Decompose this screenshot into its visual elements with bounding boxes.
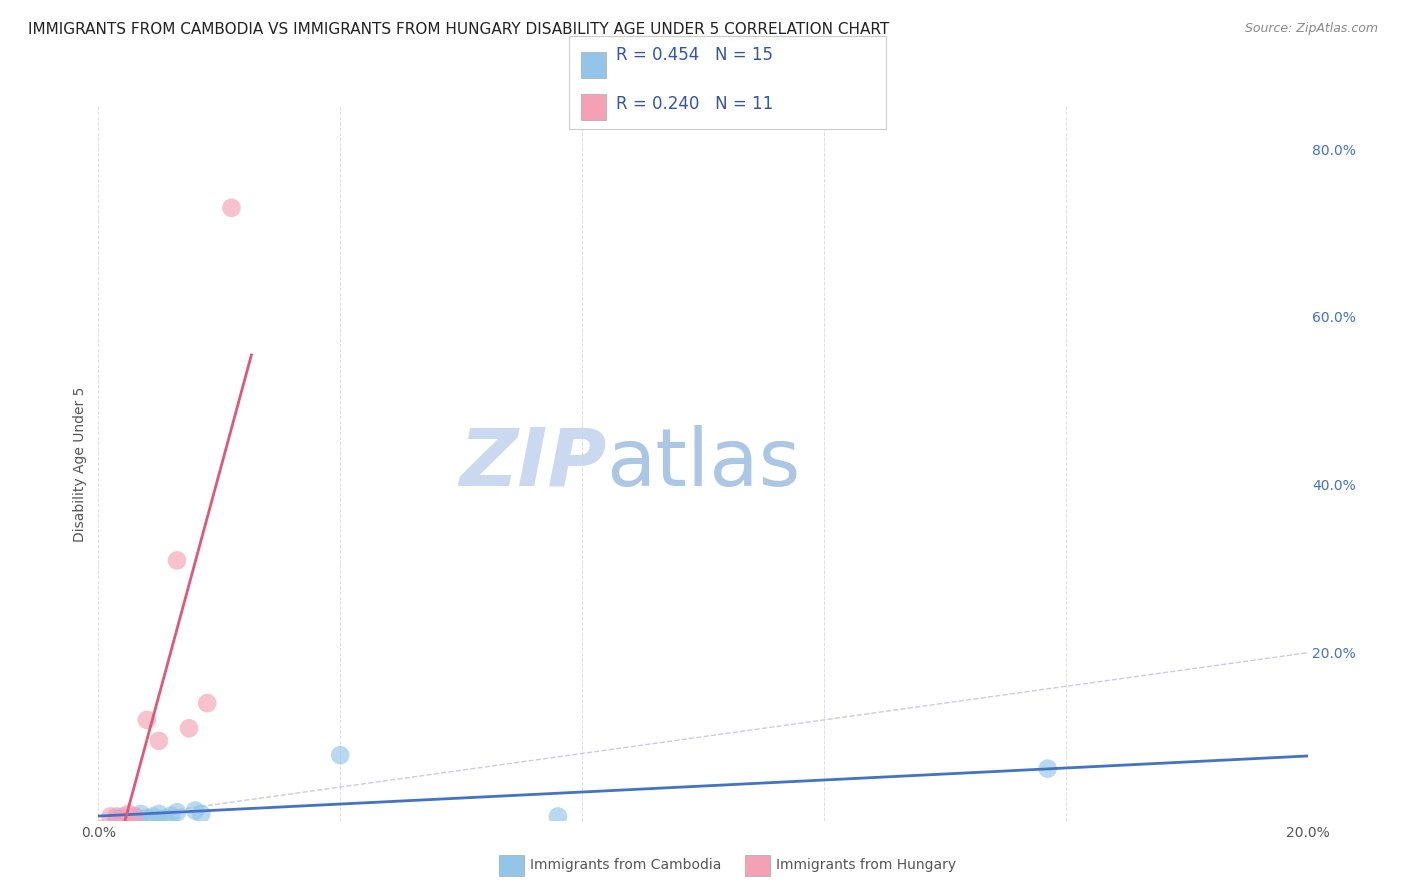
Point	[153, 811, 176, 825]
Point	[135, 811, 157, 825]
Point	[148, 806, 170, 821]
Point	[166, 553, 188, 567]
Point	[179, 721, 201, 735]
Text: IMMIGRANTS FROM CAMBODIA VS IMMIGRANTS FROM HUNGARY DISABILITY AGE UNDER 5 CORRE: IMMIGRANTS FROM CAMBODIA VS IMMIGRANTS F…	[28, 22, 890, 37]
Text: Immigrants from Cambodia: Immigrants from Cambodia	[530, 858, 721, 872]
Point	[547, 809, 569, 823]
Point	[1036, 762, 1059, 776]
Point	[160, 808, 183, 822]
Point	[111, 809, 134, 823]
Point	[329, 748, 352, 763]
Point	[184, 804, 207, 818]
Point	[111, 811, 134, 825]
Point	[124, 809, 146, 823]
Text: ZIP: ZIP	[458, 425, 606, 503]
Text: R = 0.454   N = 15: R = 0.454 N = 15	[616, 46, 773, 64]
Text: Source: ZipAtlas.com: Source: ZipAtlas.com	[1244, 22, 1378, 36]
Point	[221, 201, 243, 215]
Y-axis label: Disability Age Under 5: Disability Age Under 5	[73, 386, 87, 541]
Point	[148, 734, 170, 748]
Point	[105, 811, 128, 825]
Point	[105, 809, 128, 823]
Point	[129, 806, 152, 821]
Point	[124, 809, 146, 823]
Point	[135, 713, 157, 727]
Point	[195, 696, 218, 710]
Point	[142, 809, 165, 823]
Point	[100, 809, 122, 823]
Point	[118, 806, 141, 821]
Point	[190, 806, 212, 821]
Text: Immigrants from Hungary: Immigrants from Hungary	[776, 858, 956, 872]
Text: atlas: atlas	[606, 425, 800, 503]
Text: R = 0.240   N = 11: R = 0.240 N = 11	[616, 95, 773, 113]
Point	[166, 805, 188, 820]
